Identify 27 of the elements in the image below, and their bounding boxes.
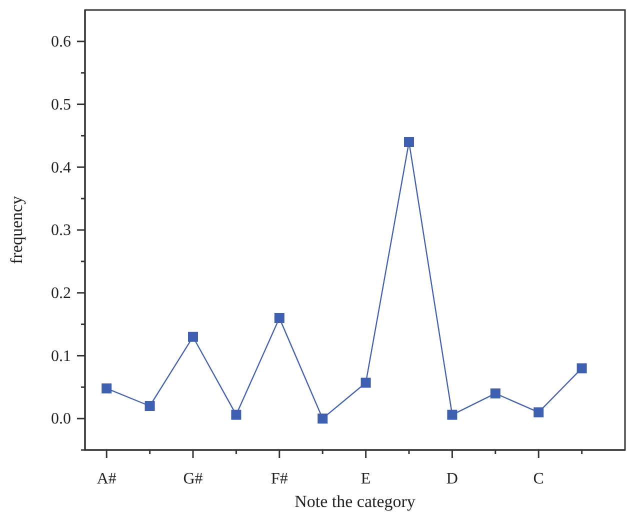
x-axis-title: Note the category bbox=[294, 492, 416, 511]
y-tick-label: 0.0 bbox=[51, 410, 71, 428]
y-tick-label: 0.3 bbox=[51, 222, 71, 240]
point bbox=[144, 401, 155, 411]
y-axis-title: frequency bbox=[7, 196, 26, 264]
x-tick-label: A# bbox=[96, 470, 116, 488]
point bbox=[360, 378, 371, 388]
point bbox=[404, 137, 414, 147]
y-tick-label: 0.6 bbox=[51, 34, 71, 51]
x-tick-label: E bbox=[360, 470, 371, 488]
y-tick-label: 0.1 bbox=[51, 348, 71, 365]
y-tick-label: 0.2 bbox=[51, 284, 71, 302]
x-tick-label: G# bbox=[183, 470, 203, 488]
point bbox=[490, 388, 500, 398]
point bbox=[274, 313, 284, 323]
point bbox=[534, 407, 544, 418]
y-tick-label: 0.4 bbox=[51, 159, 71, 176]
point bbox=[576, 363, 587, 374]
y-tick-label: 0.5 bbox=[51, 96, 71, 114]
point bbox=[102, 383, 112, 394]
point bbox=[231, 410, 242, 420]
x-tick-label: F# bbox=[270, 470, 288, 488]
x-tick-label: C bbox=[533, 470, 544, 488]
point bbox=[447, 410, 458, 420]
point bbox=[318, 414, 328, 424]
point bbox=[188, 332, 198, 342]
x-tick-label: D bbox=[446, 470, 458, 488]
